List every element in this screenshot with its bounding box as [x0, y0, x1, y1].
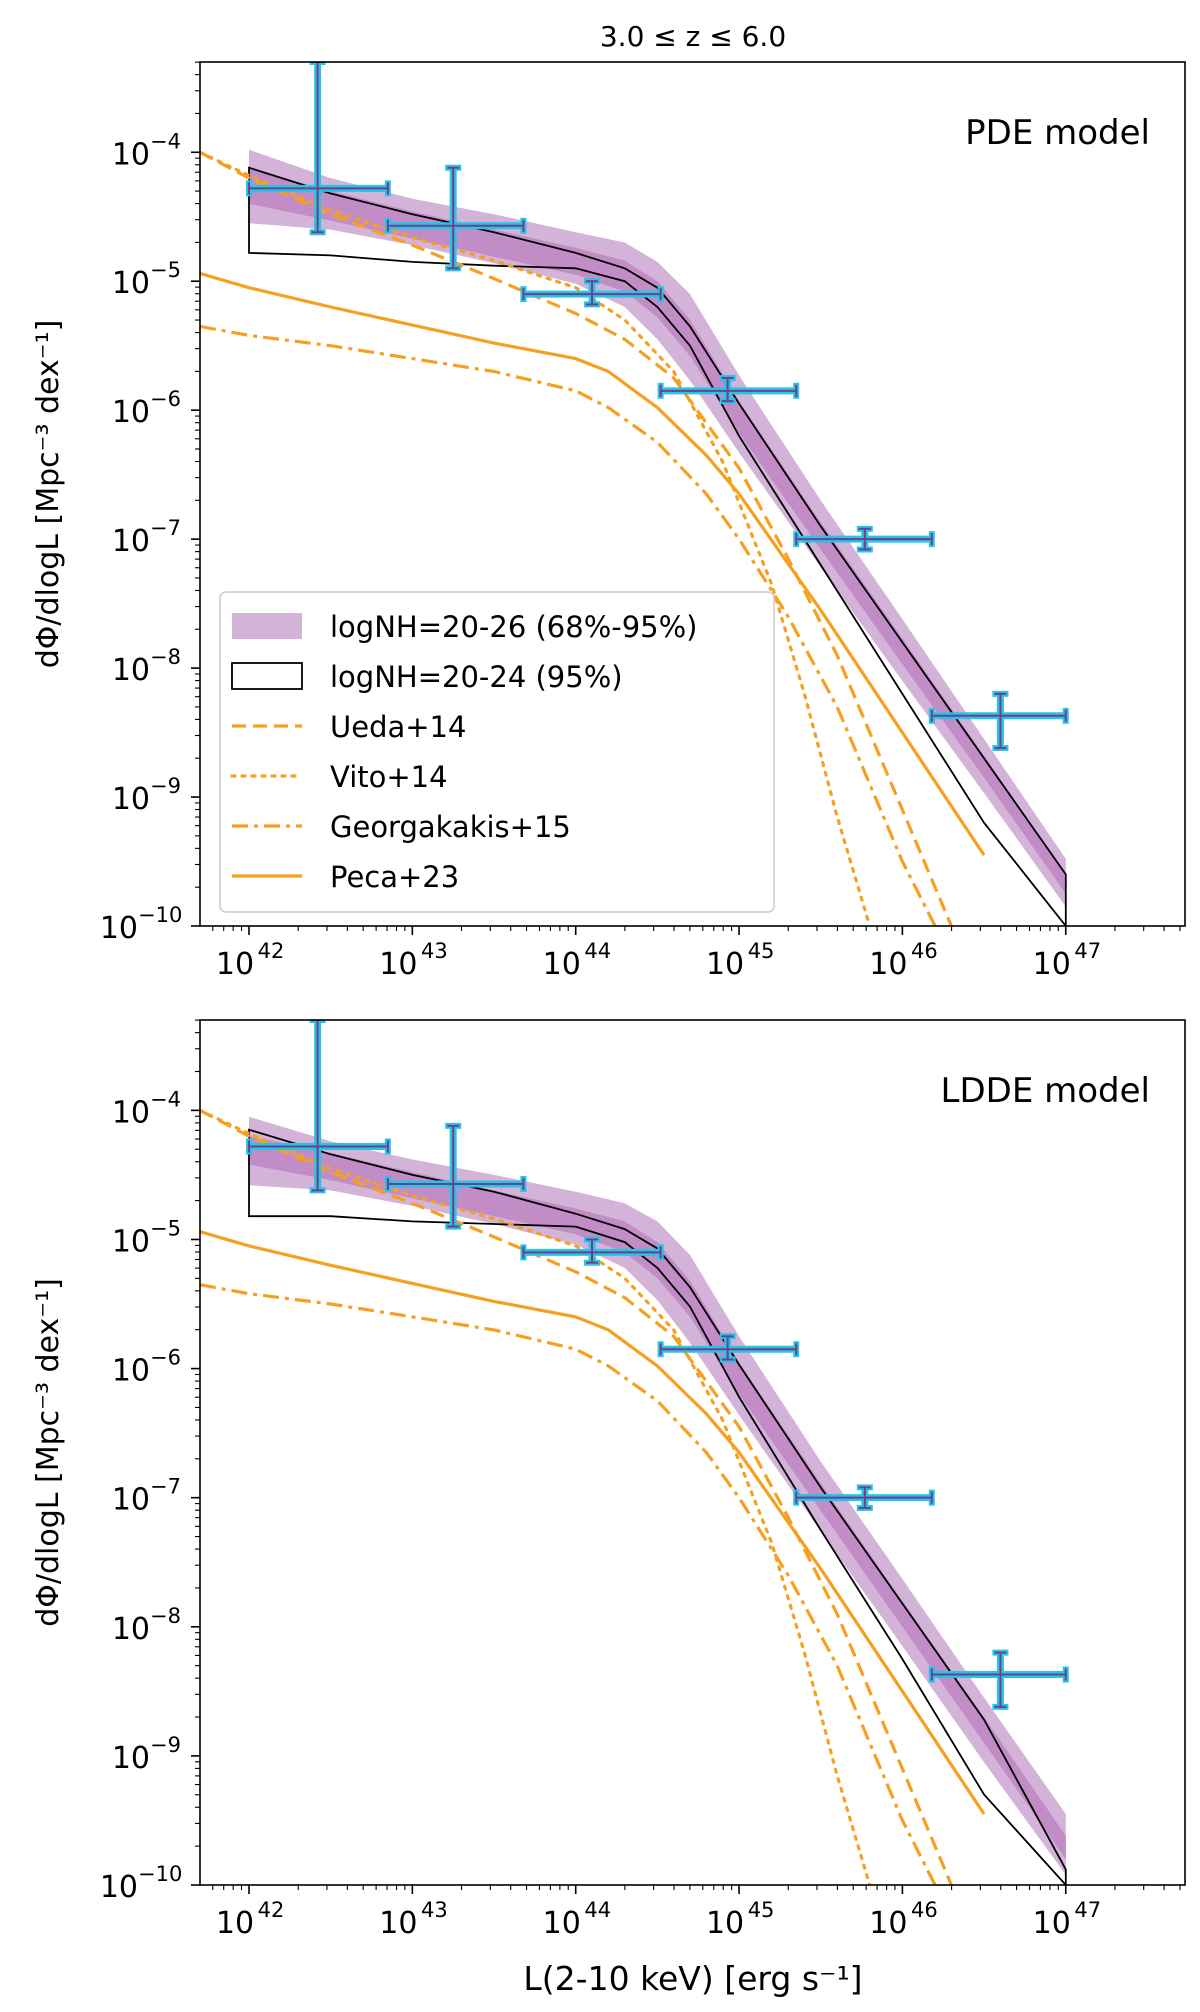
series-line-ueda-14 [200, 1108, 953, 1885]
x-tick-label-exponent: 42 [258, 939, 285, 963]
data-point [928, 690, 1069, 752]
data-point [520, 278, 664, 308]
x-tick-label-exponent: 45 [748, 1898, 775, 1922]
legend-swatch-outline [231, 662, 303, 690]
x-tick-label-exponent: 45 [748, 939, 775, 963]
y-tick-label: 10 [112, 653, 150, 688]
y-tick-label-exponent: −9 [150, 1733, 181, 1757]
y-tick-label: 10 [112, 1741, 150, 1776]
legend-swatch-band [232, 613, 302, 639]
y-tick-label: 10 [112, 266, 150, 301]
y-tick-label-exponent: −10 [138, 903, 182, 927]
x-tick-label: 10 [543, 947, 581, 982]
model-annotation: PDE model [965, 113, 1150, 153]
y-tick-label-exponent: −7 [150, 1475, 181, 1499]
band-95-nh20-24-outline [248, 1128, 1067, 1885]
data-point [384, 1122, 527, 1230]
x-tick-label-exponent: 47 [1074, 939, 1101, 963]
legend-box [219, 591, 775, 913]
legend-entry-label: logNH=20-26 (68%-95%) [330, 610, 698, 644]
legend-entry-label: Georgakakis+15 [330, 810, 571, 844]
data-point [520, 1236, 664, 1266]
legend-entry-label: logNH=20-24 (95%) [330, 660, 623, 694]
y-axis-label: dΦ/dlogL [Mpc⁻³ dex⁻¹] [31, 320, 66, 669]
series-line-vito-14 [200, 1108, 872, 1885]
y-tick-label-exponent: −8 [150, 1604, 181, 1628]
axes-frame [199, 61, 1186, 927]
x-tick-label: 10 [869, 947, 907, 982]
data-point [657, 1333, 800, 1363]
data-point [246, 1020, 391, 1194]
axes-frame [199, 1019, 1186, 1886]
x-tick-label: 10 [869, 1906, 907, 1941]
plot-area [200, 1020, 1069, 1885]
model-annotation: LDDE model [941, 1071, 1150, 1111]
x-tick-label-exponent: 46 [911, 1898, 938, 1922]
y-tick-label-exponent: −8 [150, 645, 181, 669]
y-tick-label: 10 [112, 1612, 150, 1647]
y-tick-label-exponent: −4 [150, 1087, 181, 1111]
legend-entry-label: Peca+23 [330, 860, 459, 894]
x-tick-label: 10 [216, 1906, 254, 1941]
x-tick-label: 10 [379, 947, 417, 982]
data-point [793, 1484, 935, 1512]
y-tick-label: 10 [112, 1224, 150, 1259]
y-tick-label: 10 [112, 524, 150, 559]
legend-entry-label: Ueda+14 [330, 710, 466, 744]
x-axis-label: L(2-10 keV) [erg s⁻¹] [523, 1959, 862, 1998]
y-tick-label: 10 [112, 1483, 150, 1518]
data-point [384, 164, 527, 272]
series-line-peca-23 [200, 1230, 986, 1815]
y-axis-label: dΦ/dlogL [Mpc⁻³ dex⁻¹] [31, 1278, 66, 1627]
y-tick-label-exponent: −6 [150, 387, 181, 411]
band-68-nh20-26 [249, 169, 1066, 894]
x-tick-label: 10 [543, 1906, 581, 1941]
y-tick-label: 10 [100, 911, 138, 946]
band-95-nh20-26 [249, 1116, 1066, 1875]
y-tick-label: 10 [100, 1870, 138, 1905]
y-tick-label-exponent: −7 [150, 516, 181, 540]
plot-area [200, 62, 1069, 926]
series-line-ueda-14 [200, 150, 953, 926]
y-tick-label: 10 [112, 1354, 150, 1389]
x-tick-label-exponent: 43 [421, 1898, 448, 1922]
y-tick-label: 10 [112, 137, 150, 172]
x-tick-label: 10 [379, 1906, 417, 1941]
figure-title: 3.0 ≤ z ≤ 6.0 [600, 20, 786, 53]
y-tick-label: 10 [112, 1095, 150, 1130]
x-tick-label-exponent: 44 [584, 1898, 611, 1922]
legend: logNH=20-26 (68%-95%) logNH=20-24 (95%) Ue… [219, 591, 775, 913]
y-tick-label-exponent: −4 [150, 129, 181, 153]
data-point [928, 1649, 1069, 1710]
x-tick-label-exponent: 47 [1074, 1898, 1101, 1922]
y-tick-label: 10 [112, 782, 150, 817]
y-tick-label-exponent: −6 [150, 1346, 181, 1370]
data-point [657, 374, 800, 405]
x-tick-label-exponent: 46 [911, 939, 938, 963]
series-line-georgakakis-15 [200, 1283, 937, 1885]
x-tick-label-exponent: 42 [258, 1898, 285, 1922]
series-line-vito-14 [200, 150, 872, 926]
series-line-georgakakis-15 [200, 324, 937, 926]
band-95-nh20-24-outline [248, 166, 1067, 926]
data-point [793, 525, 935, 553]
series-line-peca-23 [200, 271, 986, 856]
x-tick-label-exponent: 44 [584, 939, 611, 963]
y-tick-label-exponent: −10 [138, 1862, 182, 1886]
legend-entry-label: Vito+14 [330, 760, 448, 794]
x-tick-label: 10 [1033, 1906, 1071, 1941]
x-tick-label-exponent: 43 [421, 939, 448, 963]
x-tick-label: 10 [706, 947, 744, 982]
y-tick-label-exponent: −5 [150, 1216, 181, 1240]
data-point [246, 62, 391, 236]
y-tick-label-exponent: −9 [150, 774, 181, 798]
x-tick-label: 10 [1033, 947, 1071, 982]
y-tick-label: 10 [112, 395, 150, 430]
x-tick-label: 10 [216, 947, 254, 982]
x-tick-label: 10 [706, 1906, 744, 1941]
y-tick-label-exponent: −5 [150, 258, 181, 282]
